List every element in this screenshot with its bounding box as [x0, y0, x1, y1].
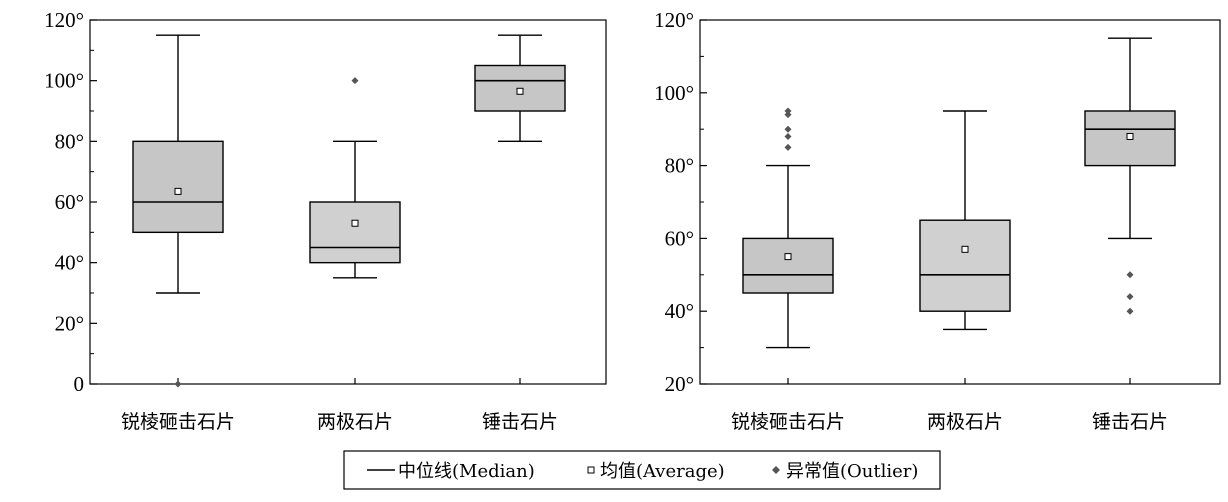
x-category-label: 锤击石片 — [1092, 411, 1168, 433]
outlier-marker — [784, 132, 792, 140]
outlier-marker — [351, 77, 359, 85]
y-tick-label: 20° — [665, 372, 694, 396]
mean-marker — [516, 87, 524, 95]
y-tick-label: 0 — [74, 372, 85, 396]
right-box-plot-panel: 20° 40° 60° 80° 100° 120° 锐棱砸击石片 两极石片 锤击石片 — [654, 8, 1221, 433]
iqr-box — [919, 219, 1011, 312]
y-tick-label: 40° — [55, 251, 84, 275]
legend-outlier-swatch — [772, 466, 780, 474]
y-tick-label: 80° — [665, 154, 694, 178]
legend: 中位线(Median) 均值(Average) 异常值(Outlier) — [343, 450, 941, 490]
outlier-marker — [784, 111, 792, 119]
outlier-marker — [1126, 271, 1134, 279]
mean-marker — [961, 245, 969, 253]
legend-median-label: 中位线(Median) — [398, 461, 535, 482]
mean-marker — [174, 187, 182, 195]
legend-mean-label: 均值(Average) — [600, 461, 725, 482]
outlier-marker — [784, 125, 792, 133]
mean-marker — [784, 253, 792, 261]
outlier-marker — [784, 107, 792, 115]
y-tick-label: 20° — [55, 311, 84, 335]
x-category-label: 锤击石片 — [482, 411, 558, 433]
outlier-marker — [1126, 293, 1134, 301]
mean-marker — [351, 219, 359, 227]
legend-outlier-label: 异常值(Outlier) — [786, 461, 918, 482]
iqr-box — [132, 140, 224, 234]
y-tick-label: 80° — [55, 129, 84, 153]
y-tick-label: 60° — [55, 190, 84, 214]
iqr-box — [742, 237, 834, 294]
x-category-label: 两极石片 — [927, 411, 1003, 433]
y-tick-label: 100° — [44, 69, 84, 93]
outlier-marker — [784, 143, 792, 151]
y-tick-label: 100° — [654, 81, 694, 105]
left-box-plot-panel: 0 20° 40° 60° 80° 100° 120° 锐棱砸击石片 两极石片 锤击石片 — [44, 8, 607, 433]
outlier-marker — [1126, 307, 1134, 315]
x-category-label: 锐棱砸击石片 — [731, 411, 845, 433]
y-tick-label: 120° — [654, 8, 694, 32]
y-tick-label: 120° — [44, 8, 84, 32]
legend-mean-swatch — [587, 466, 595, 474]
y-tick-label: 40° — [665, 299, 694, 323]
mean-marker — [1126, 132, 1134, 140]
x-category-label: 锐棱砸击石片 — [121, 411, 235, 433]
y-tick-label: 60° — [665, 226, 694, 250]
legend-frame — [343, 450, 941, 490]
x-category-label: 两极石片 — [317, 411, 393, 433]
outlier-marker — [174, 380, 182, 388]
iqr-box — [309, 201, 401, 264]
